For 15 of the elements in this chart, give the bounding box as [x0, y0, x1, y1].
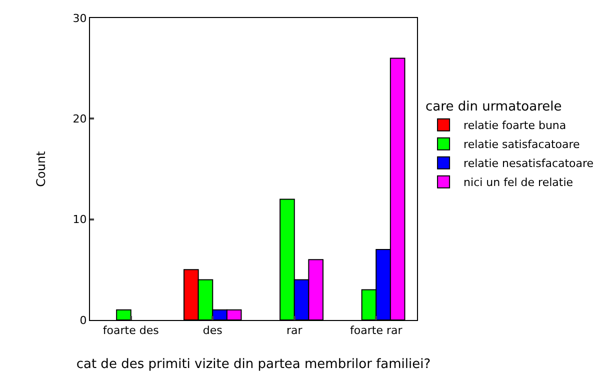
x-tick-label: foarte des [102, 324, 160, 338]
y-tick-label: 0 [80, 314, 87, 327]
legend-label: relatie foarte buna [464, 119, 566, 132]
legend-label: relatie satisfacatoare [464, 138, 580, 152]
legend-label: nici un fel de relatie [464, 176, 574, 190]
x-tick-label: foarte rar [350, 324, 403, 338]
x-tick-label: rar [286, 324, 303, 338]
y-tick-label: 10 [72, 213, 87, 226]
y-tick-label: 30 [72, 12, 87, 25]
legend-label: relatie nesatisfacatoare [464, 157, 594, 170]
x-tick-label: des [202, 324, 223, 338]
x-axis-title: cat de des primiti vizite din partea membrilor familiei? [76, 356, 431, 372]
legend-title: care din urmatoarele [426, 99, 562, 114]
y-axis-title: Count [34, 150, 48, 187]
y-tick-label: 20 [72, 112, 87, 126]
